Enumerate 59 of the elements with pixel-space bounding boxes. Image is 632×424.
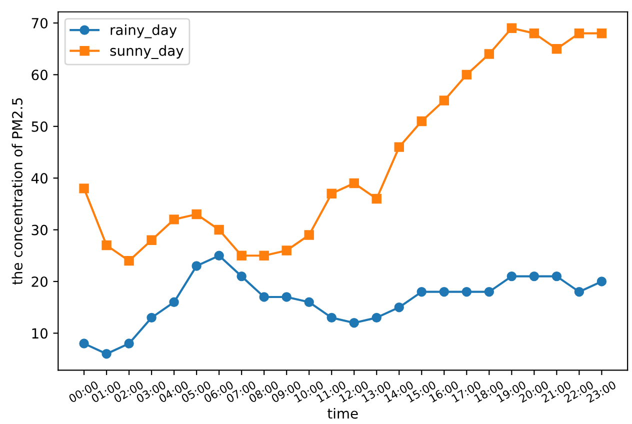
point xyxy=(192,261,202,271)
point xyxy=(236,271,246,282)
point xyxy=(282,292,292,302)
legend-label: rainy_day xyxy=(110,24,177,38)
point xyxy=(596,276,607,286)
y-tick-label: 60 xyxy=(32,70,48,80)
point xyxy=(349,178,359,188)
y-tick-label: 30 xyxy=(32,224,48,236)
point xyxy=(146,235,156,245)
point xyxy=(484,286,494,297)
point xyxy=(192,209,202,220)
point xyxy=(259,250,269,260)
point xyxy=(282,246,292,256)
point xyxy=(394,142,404,152)
point xyxy=(439,286,450,297)
point xyxy=(169,297,179,308)
point xyxy=(259,292,269,302)
y-tick-label: 20 xyxy=(32,276,48,287)
point xyxy=(124,338,134,348)
point xyxy=(124,256,134,266)
point xyxy=(552,44,562,54)
point xyxy=(416,116,426,126)
point xyxy=(372,312,382,323)
y-tick-label: 40 xyxy=(31,173,48,184)
point xyxy=(79,338,89,348)
point xyxy=(416,286,426,297)
y-tick-label: 70 xyxy=(32,18,48,28)
legend-label: sunny_day xyxy=(110,45,184,59)
point xyxy=(326,188,336,198)
point xyxy=(102,349,112,359)
point xyxy=(304,297,314,308)
point xyxy=(506,271,517,282)
point xyxy=(236,250,246,260)
point xyxy=(79,184,89,194)
point xyxy=(304,230,314,240)
point xyxy=(439,96,450,106)
point xyxy=(349,318,359,328)
y-axis-title: the concentration of PM2.5 xyxy=(12,98,22,285)
y-tick-label: 50 xyxy=(32,121,48,132)
y-tick-label: 10 xyxy=(32,328,48,339)
point xyxy=(102,240,112,250)
point xyxy=(529,28,540,38)
point xyxy=(146,312,156,323)
point xyxy=(372,194,382,204)
point xyxy=(552,271,562,282)
point xyxy=(506,23,517,34)
point xyxy=(529,271,540,282)
point xyxy=(574,28,584,38)
point xyxy=(169,214,179,224)
point xyxy=(326,312,336,323)
x-axis-title: time xyxy=(328,408,358,419)
point xyxy=(484,49,494,59)
point xyxy=(462,286,472,297)
point xyxy=(574,286,584,297)
point xyxy=(214,224,224,235)
point xyxy=(462,70,472,80)
point xyxy=(394,302,404,312)
point xyxy=(214,250,224,260)
point xyxy=(596,28,607,38)
